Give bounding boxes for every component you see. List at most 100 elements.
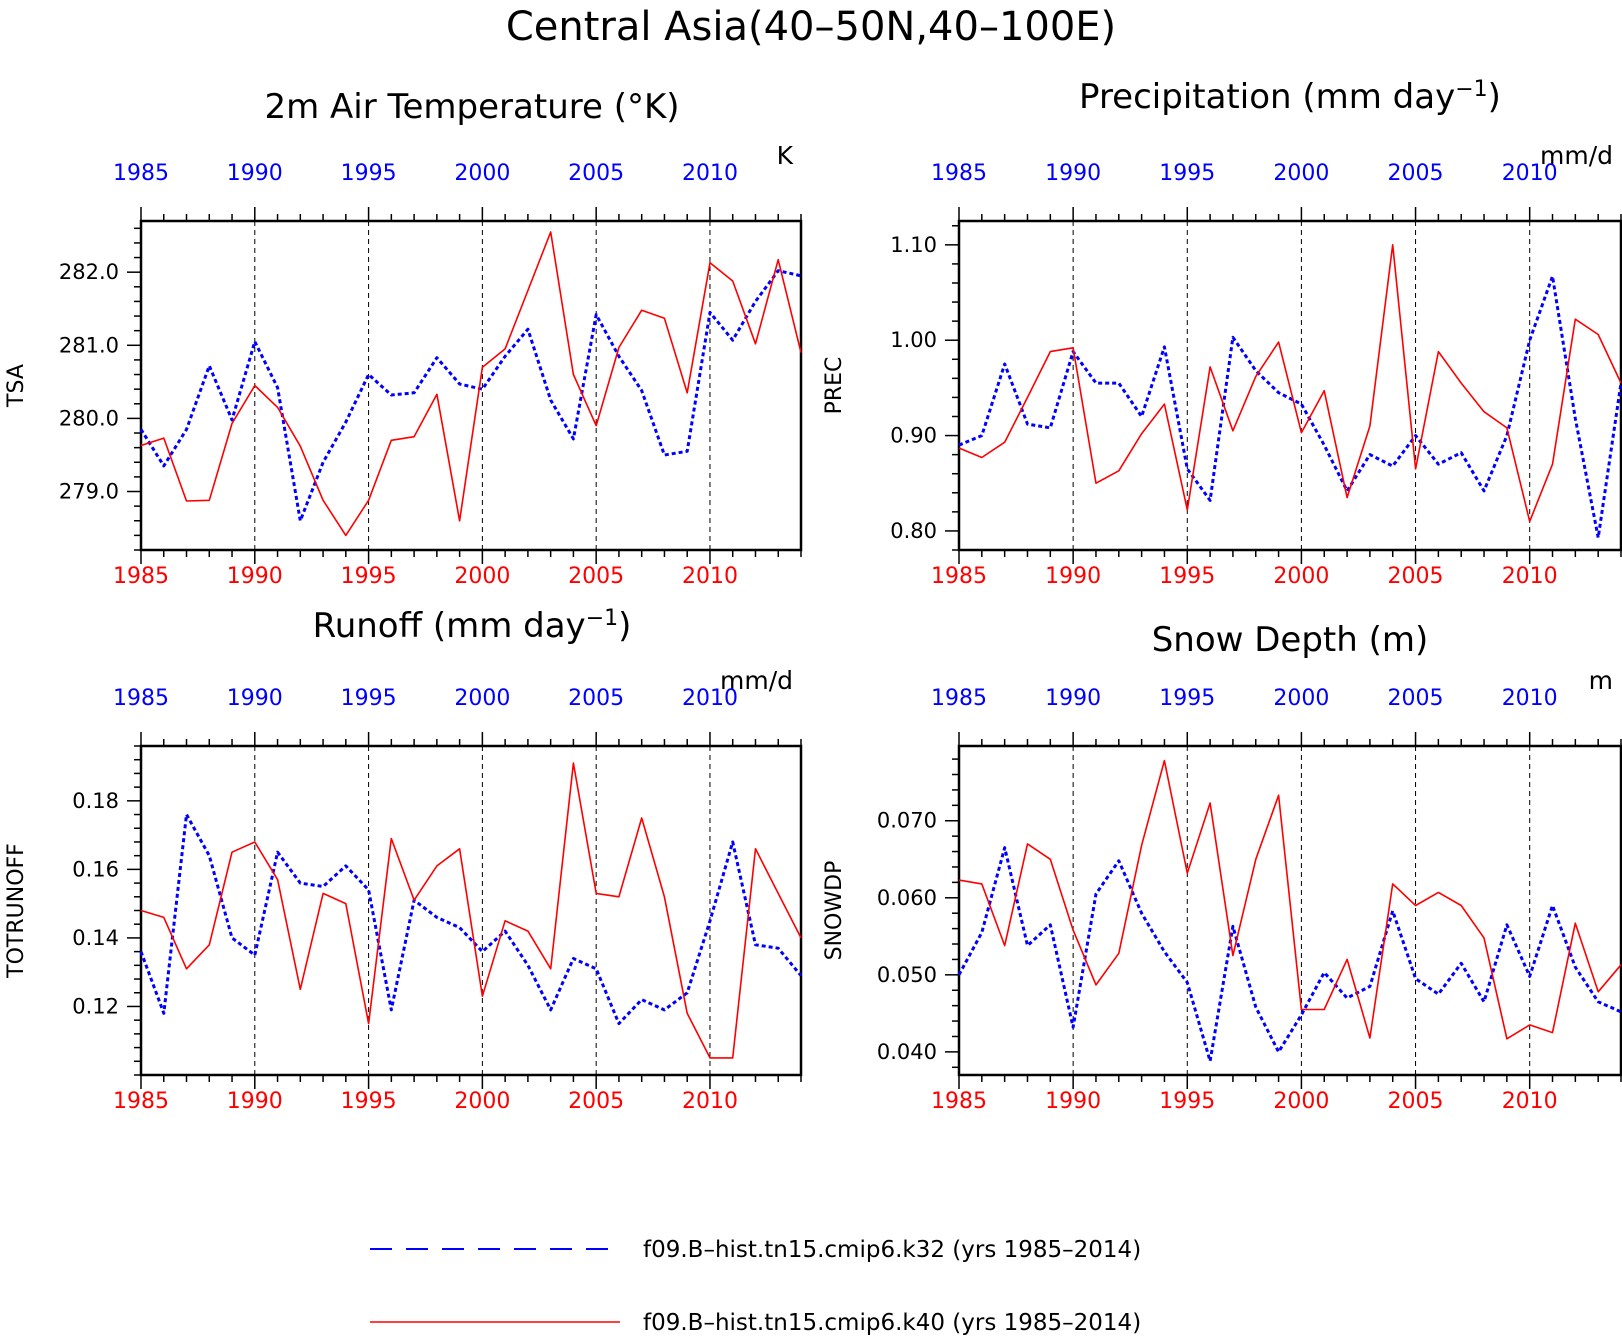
x-tick-label-bottom: 2010 [682, 1089, 738, 1114]
x-tick-label-top: 1990 [1045, 161, 1101, 186]
x-tick-label-top: 1985 [931, 161, 987, 186]
legend: f09.B–hist.tn15.cmip6.k32 (yrs 1985–2014… [370, 1237, 1141, 1336]
y-tick-label: 0.16 [72, 857, 119, 881]
x-tick-label-bottom: 1990 [1045, 564, 1101, 589]
chart-panel-4: Snow Depth (m) SNOWDP m 1985 1985 1990 1990 199… [822, 620, 1622, 1114]
panel-title: Precipitation (mm day−1) [1079, 77, 1501, 117]
x-tick-label-top: 1985 [931, 686, 987, 711]
series-line-k40 [140, 231, 802, 537]
series-line-k32 [958, 274, 1622, 540]
unit-label: mm/d [720, 666, 793, 695]
y-tick-label: 282.0 [59, 260, 119, 284]
x-tick-label-bottom: 1985 [113, 1089, 169, 1114]
panel-title-superscript: −1 [1455, 77, 1487, 102]
y-tick-label: 0.12 [72, 994, 119, 1018]
x-tick-label-top: 1995 [341, 161, 397, 186]
y-tick-label: 0.80 [890, 519, 937, 543]
x-tick-label-top: 1990 [227, 161, 283, 186]
y-tick-label: 0.060 [877, 886, 937, 910]
x-tick-label-top: 1985 [113, 686, 169, 711]
chart-panel-1: 2m Air Temperature (°K) TSA K 1985 1985 1990 1… [4, 87, 803, 589]
panel-title: Runoff (mm day−1) [313, 606, 632, 646]
x-tick-label-top: 2000 [454, 161, 510, 186]
panel-title-superscript: −1 [586, 606, 618, 631]
x-tick-label-top: 2010 [1502, 161, 1558, 186]
x-tick-label-bottom: 2000 [1273, 1089, 1329, 1114]
unit-label: m [1589, 666, 1613, 695]
x-tick-label-bottom: 2010 [1502, 1089, 1558, 1114]
x-tick-label-bottom: 2000 [454, 564, 510, 589]
y-axis-label: TSA [4, 364, 29, 408]
y-tick-label: 0.18 [72, 789, 119, 813]
y-axis-label: SNOWDP [822, 861, 847, 961]
x-tick-label-bottom: 1995 [341, 1089, 397, 1114]
x-tick-label-bottom: 2005 [568, 1089, 624, 1114]
x-tick-label-bottom: 2010 [1502, 564, 1558, 589]
x-tick-label-top: 2010 [682, 161, 738, 186]
plot-frame [139, 219, 803, 552]
y-tick-label: 281.0 [59, 333, 119, 357]
x-tick-label-bottom: 2010 [682, 564, 738, 589]
x-tick-label-bottom: 1985 [113, 564, 169, 589]
series-line-k32 [957, 846, 1622, 1063]
x-tick-label-bottom: 2005 [568, 564, 624, 589]
panel-title-end: ) [1488, 77, 1501, 117]
y-tick-label: 1.10 [890, 233, 937, 257]
x-tick-label-top: 2005 [1388, 161, 1444, 186]
legend-label-2: f09.B–hist.tn15.cmip6.k40 (yrs 1985–2014… [643, 1310, 1141, 1336]
x-tick-label-top: 2010 [682, 686, 738, 711]
x-tick-label-bottom: 2005 [1388, 1089, 1444, 1114]
chart-panel-2: Precipitation (mm day−1) PREC mm/d 1985 1985… [822, 77, 1622, 589]
x-tick-label-bottom: 2005 [1388, 564, 1444, 589]
y-tick-label: 280.0 [59, 406, 119, 430]
x-tick-label-top: 1985 [113, 161, 169, 186]
y-tick-label: 0.070 [877, 809, 937, 833]
x-tick-label-top: 2010 [1502, 686, 1558, 711]
y-tick-label: 1.00 [890, 328, 937, 352]
x-tick-label-bottom: 2000 [454, 1089, 510, 1114]
y-tick-label: 0.050 [877, 963, 937, 987]
panel-title: 2m Air Temperature (°K) [264, 87, 679, 127]
figure-title: Central Asia(40–50N,40–100E) [506, 4, 1116, 50]
series-line-k32 [139, 269, 802, 523]
x-tick-label-top: 1995 [1159, 686, 1215, 711]
x-tick-label-top: 2000 [454, 686, 510, 711]
x-tick-label-bottom: 2000 [1273, 564, 1329, 589]
unit-label: mm/d [1540, 141, 1613, 170]
panel-title-end: ) [618, 606, 631, 646]
x-tick-label-top: 1990 [1045, 686, 1101, 711]
x-tick-label-top: 2000 [1273, 161, 1329, 186]
series-line-k40 [140, 762, 802, 1059]
series-line-k40 [958, 244, 1622, 523]
x-tick-label-bottom: 1985 [931, 564, 987, 589]
x-tick-label-top: 1990 [227, 686, 283, 711]
x-tick-label-top: 2005 [568, 161, 624, 186]
y-tick-label: 0.90 [890, 424, 937, 448]
x-tick-label-bottom: 1995 [1159, 564, 1215, 589]
x-tick-label-bottom: 1990 [227, 564, 283, 589]
y-tick-label: 0.14 [72, 926, 119, 950]
plot-frame [139, 744, 803, 1077]
y-tick-label: 279.0 [59, 480, 119, 504]
unit-label: K [777, 141, 794, 170]
plot-frame [957, 744, 1622, 1077]
y-tick-label: 0.040 [877, 1040, 937, 1064]
x-tick-label-bottom: 1995 [341, 564, 397, 589]
series-line-k32 [139, 813, 803, 1026]
x-tick-label-bottom: 1990 [1045, 1089, 1101, 1114]
panel-title: Snow Depth (m) [1152, 620, 1429, 660]
x-tick-label-top: 2000 [1273, 686, 1329, 711]
x-tick-label-top: 1995 [341, 686, 397, 711]
y-axis-label: PREC [822, 357, 847, 415]
x-tick-label-top: 1995 [1159, 161, 1215, 186]
chart-panel-3: Runoff (mm day−1) TOTRUNOFF mm/d 1985 1985 19… [4, 606, 803, 1114]
x-tick-label-bottom: 1995 [1159, 1089, 1215, 1114]
x-tick-label-bottom: 1985 [931, 1089, 987, 1114]
series-line-k40 [958, 759, 1622, 1040]
x-tick-label-top: 2005 [1388, 686, 1444, 711]
panels: 2m Air Temperature (°K) TSA K 1985 1985 1990 1… [4, 77, 1622, 1114]
x-tick-label-top: 2005 [568, 686, 624, 711]
y-axis-label: TOTRUNOFF [4, 843, 29, 979]
x-tick-label-bottom: 1990 [227, 1089, 283, 1114]
